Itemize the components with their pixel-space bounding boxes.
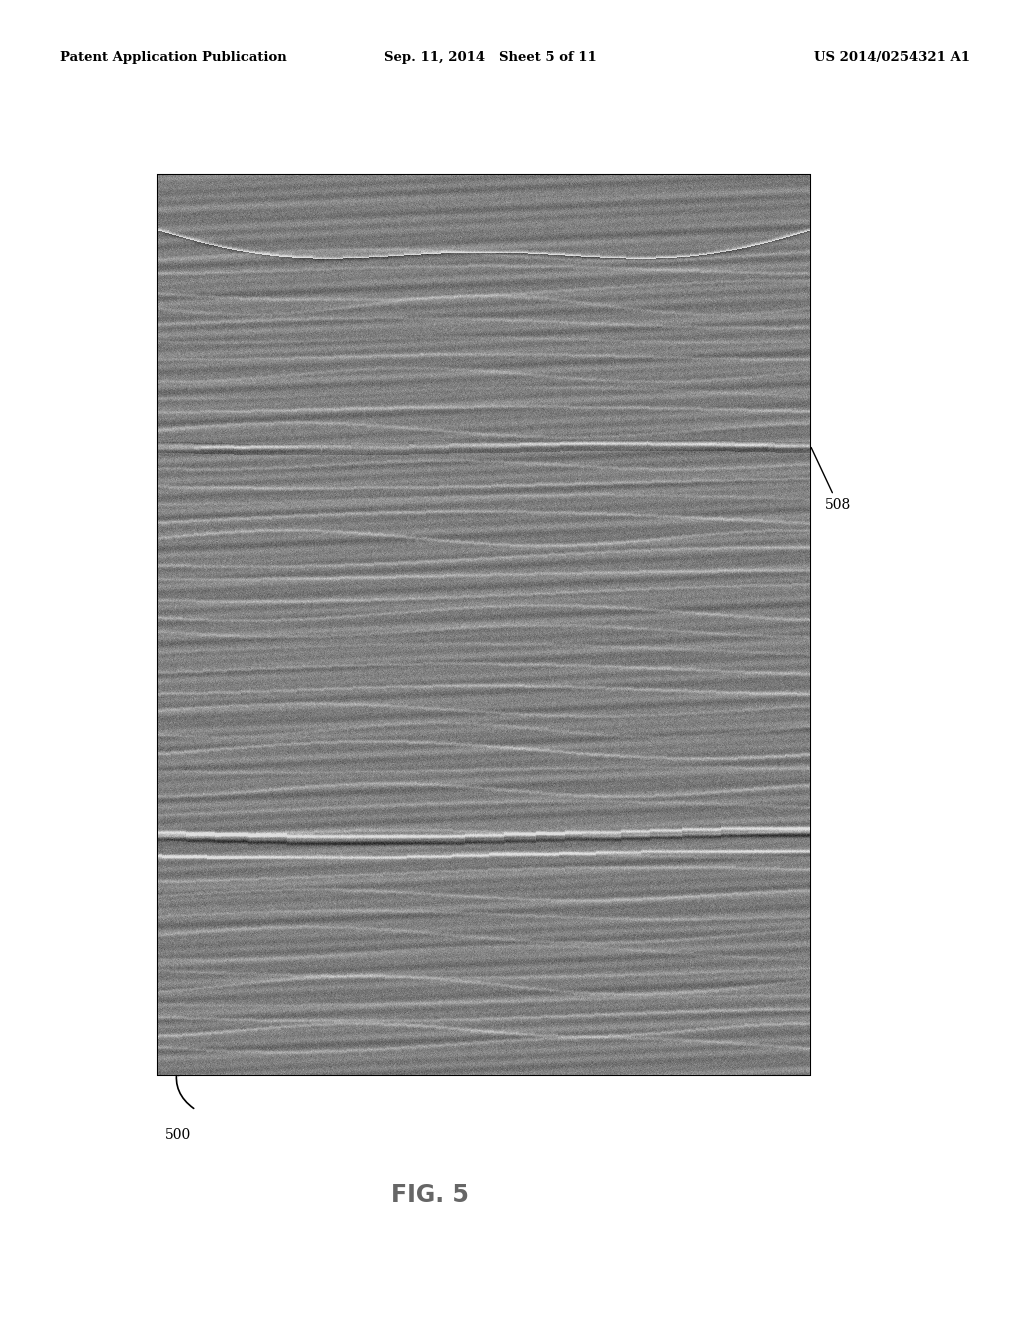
Bar	[158, 176, 810, 1074]
Text: 500: 500	[165, 1129, 191, 1142]
Text: 504: 504	[295, 187, 349, 248]
Text: Sep. 11, 2014   Sheet 5 of 11: Sep. 11, 2014 Sheet 5 of 11	[384, 51, 596, 65]
Text: 502: 502	[542, 623, 568, 638]
FancyArrowPatch shape	[173, 1069, 194, 1109]
Text: 506: 506	[376, 198, 461, 216]
Text: 508: 508	[811, 447, 851, 512]
Text: US 2014/0254321 A1: US 2014/0254321 A1	[814, 51, 970, 65]
Text: Patent Application Publication: Patent Application Publication	[60, 51, 287, 65]
Text: FIG. 5: FIG. 5	[391, 1183, 469, 1206]
